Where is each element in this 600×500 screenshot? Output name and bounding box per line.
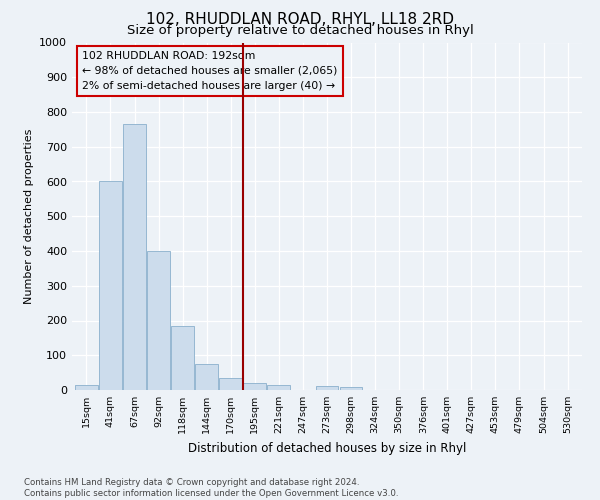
Bar (340, 387, 362, 390)
Text: 102 RHUDDLAN ROAD: 192sqm
← 98% of detached houses are smaller (2,065)
2% of sem: 102 RHUDDLAN ROAD: 192sqm ← 98% of detac… (82, 51, 338, 91)
Bar (220, 378, 242, 390)
Y-axis label: Number of detached properties: Number of detached properties (23, 128, 34, 304)
X-axis label: Distribution of detached houses by size in Rhyl: Distribution of detached houses by size … (188, 442, 466, 454)
Text: 102, RHUDDLAN ROAD, RHYL, LL18 2RD: 102, RHUDDLAN ROAD, RHYL, LL18 2RD (146, 12, 454, 28)
Bar (171, 326, 194, 390)
Bar (316, 386, 338, 390)
Bar (244, 383, 266, 390)
Text: Contains HM Land Registry data © Crown copyright and database right 2024.
Contai: Contains HM Land Registry data © Crown c… (24, 478, 398, 498)
Bar (75, 385, 98, 390)
Bar (195, 364, 218, 390)
Text: Size of property relative to detached houses in Rhyl: Size of property relative to detached ho… (127, 24, 473, 37)
Bar (123, 124, 146, 390)
Bar (268, 385, 290, 390)
Bar (99, 182, 122, 390)
Bar (147, 251, 170, 390)
